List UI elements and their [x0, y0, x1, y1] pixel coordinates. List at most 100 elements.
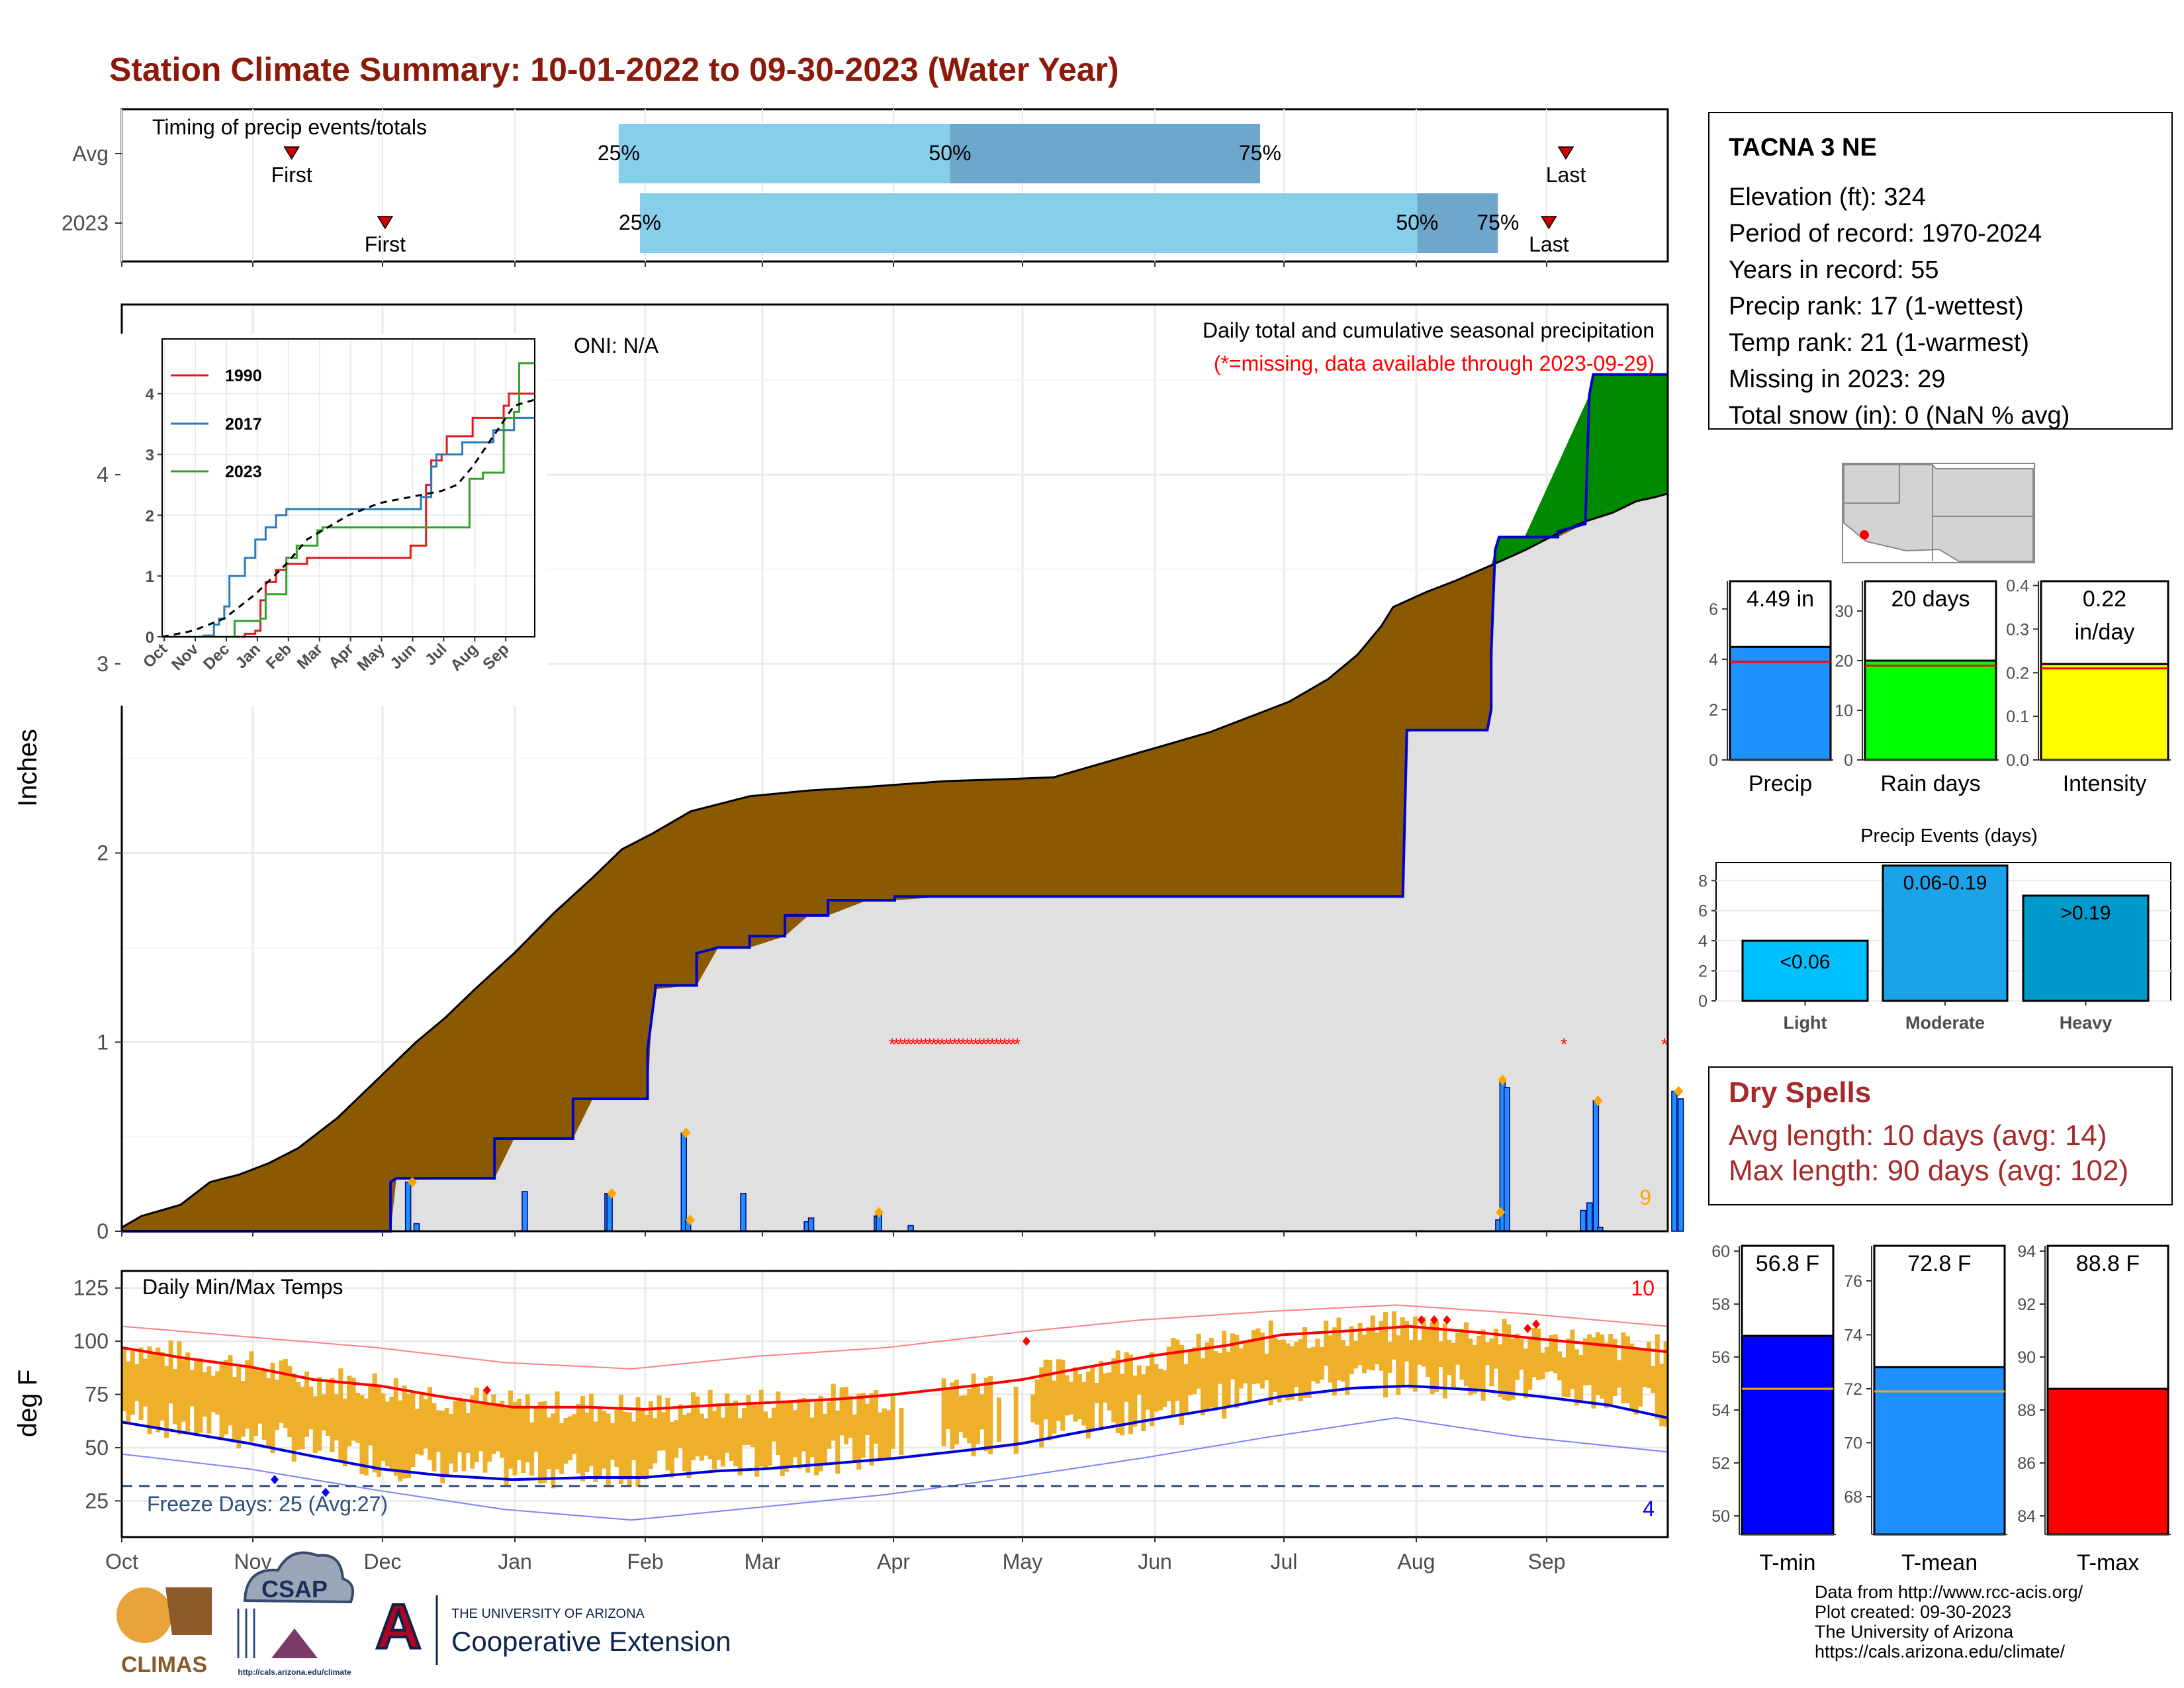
daily-temp-bar [1171, 1338, 1176, 1416]
daily-temp-bar [1510, 1338, 1516, 1400]
daily-temp-bar [1298, 1339, 1303, 1401]
csap-logo-cloud [243, 1551, 354, 1604]
daily-temp-bar [962, 1395, 968, 1438]
daily-temp-bar [1625, 1336, 1630, 1403]
credits-institution: The University of Arizona [1815, 1622, 2014, 1642]
daily-temp-bar [941, 1378, 946, 1446]
daily-temp-bar [261, 1371, 267, 1440]
summary-bar-name: Rain days [1880, 771, 1980, 796]
daily-temp-bar [958, 1395, 964, 1432]
daily-temp-bar [1289, 1346, 1295, 1400]
daily-temp-bar [542, 1401, 547, 1483]
daily-temp-bar [449, 1413, 454, 1464]
summary-ytick-label: 20 [1835, 652, 1853, 671]
month-label: Apr [877, 1550, 910, 1573]
event-marker [1498, 1074, 1508, 1086]
summary-label-box [1864, 580, 1997, 662]
daily-temp-bar [1655, 1334, 1660, 1419]
month-label: Mar [744, 1550, 780, 1573]
daily-temp-bar [737, 1418, 743, 1476]
csap-logo-mountain [271, 1628, 318, 1658]
daily-temp-bar [1285, 1343, 1291, 1401]
record-low-marker [322, 1487, 330, 1497]
temp-summary-ytick-label: 52 [1711, 1454, 1730, 1473]
daily-temp-bar [1115, 1350, 1120, 1433]
temp-summary-ytick-label: 60 [1711, 1243, 1730, 1261]
daily-temp-bar [767, 1418, 772, 1466]
event-marker [1593, 1095, 1603, 1106]
daily-temp-bar [1430, 1322, 1435, 1395]
month-label: Jul [1271, 1550, 1298, 1573]
daily-temp-bar [1578, 1354, 1584, 1401]
station-info: TACNA 3 NE Elevation (ft): 324 Period of r… [1708, 112, 2173, 430]
daily-temp-bar [975, 1385, 980, 1444]
daily-temp-bar [771, 1407, 776, 1442]
summary-ytick-label: 0.1 [2006, 708, 2029, 726]
daily-temp-bar [537, 1401, 543, 1484]
precip-ytick-label: 1 [97, 1030, 109, 1054]
precip-event-bar [1882, 865, 2009, 1002]
temp-summary-name: T-min [1760, 1550, 1816, 1575]
event-marker [685, 1214, 695, 1225]
inset-series-Avg [161, 399, 535, 638]
daily-temp-bar [355, 1392, 360, 1443]
daily-temp-bar [423, 1399, 428, 1449]
inset-legend-label: 2017 [225, 415, 262, 434]
daily-temp-bar [1561, 1357, 1567, 1397]
daily-temp-bar [266, 1378, 271, 1449]
daily-temp-bar [1179, 1344, 1184, 1425]
temp-ytick-label: 50 [85, 1436, 109, 1460]
missing-day-marker: * [901, 1034, 908, 1054]
temp-summary-value: 56.8 F [1756, 1251, 1819, 1276]
precip-events-ytick-label: 8 [1698, 872, 1707, 890]
summary-value-label: 20 days [1891, 586, 1970, 612]
daily-temp-bar [1451, 1342, 1456, 1387]
daily-temp-bar [1039, 1367, 1044, 1448]
precip-event-label: 0.06-0.19 [1903, 872, 1987, 894]
station-info-line: Temp rank: 21 (1-warmest) [1729, 329, 2029, 357]
daily-temp-bar [126, 1361, 131, 1425]
daily-temp-bar [631, 1421, 637, 1460]
precip-ytick-label: 0 [97, 1219, 109, 1243]
daily-temp-bar [661, 1412, 666, 1451]
missing-day-marker: * [1561, 1034, 1567, 1054]
daily-temp-bar [1493, 1329, 1498, 1369]
daily-temp-bar [763, 1411, 768, 1471]
missing-day-marker: * [964, 1034, 970, 1054]
missing-day-marker: * [889, 1034, 895, 1054]
daily-temp-bar [334, 1394, 339, 1440]
daily-temp-bar [1251, 1330, 1257, 1385]
record-max-line [121, 1304, 1668, 1370]
precip-ytick-label: 4 [97, 463, 109, 487]
daily-temp-bar [627, 1412, 632, 1487]
logos: CLIMAS CSAP http://cals.arizona.edu/climat… [116, 1551, 731, 1677]
daily-temp-bar [1226, 1352, 1231, 1406]
station-info-line: Period of record: 1970-2024 [1729, 220, 2042, 248]
daily-temp-bar [283, 1359, 288, 1429]
daily-temp-bar [1651, 1366, 1656, 1393]
daily-temp-bar [792, 1410, 797, 1458]
daily-temp-bar [134, 1364, 140, 1401]
ua-logo-big: Cooperative Extension [451, 1626, 731, 1657]
inset-series-1990 [162, 393, 535, 638]
month-label: Aug [1398, 1550, 1435, 1573]
daily-temp-bar [869, 1393, 874, 1466]
temp-summary-ytick-label: 94 [2017, 1243, 2036, 1261]
summary-value-label: 0.22 [2083, 586, 2126, 612]
daily-temp-bar [1069, 1382, 1074, 1415]
daily-temp-bar [1238, 1348, 1244, 1389]
daily-temp-bar [1357, 1323, 1363, 1366]
daily-temp-bar [1519, 1339, 1524, 1370]
daily-temp-bar [181, 1360, 186, 1422]
summary-value-unit: in/day [2075, 620, 2135, 645]
temp-summary-ytick-label: 56 [1711, 1348, 1730, 1367]
daily-temp-bar [1544, 1347, 1549, 1372]
event-marker [1496, 1207, 1506, 1218]
daily-temp-bar [508, 1390, 514, 1469]
daily-temp-bar [389, 1396, 394, 1470]
timing-panel-label: Timing of precip events/totals [152, 115, 427, 139]
summary-ytick-label: 0.4 [2006, 577, 2029, 596]
summary-ytick-label: 6 [1709, 600, 1718, 619]
daily-temp-bar [330, 1378, 335, 1452]
daily-temp-bar [1192, 1347, 1197, 1394]
